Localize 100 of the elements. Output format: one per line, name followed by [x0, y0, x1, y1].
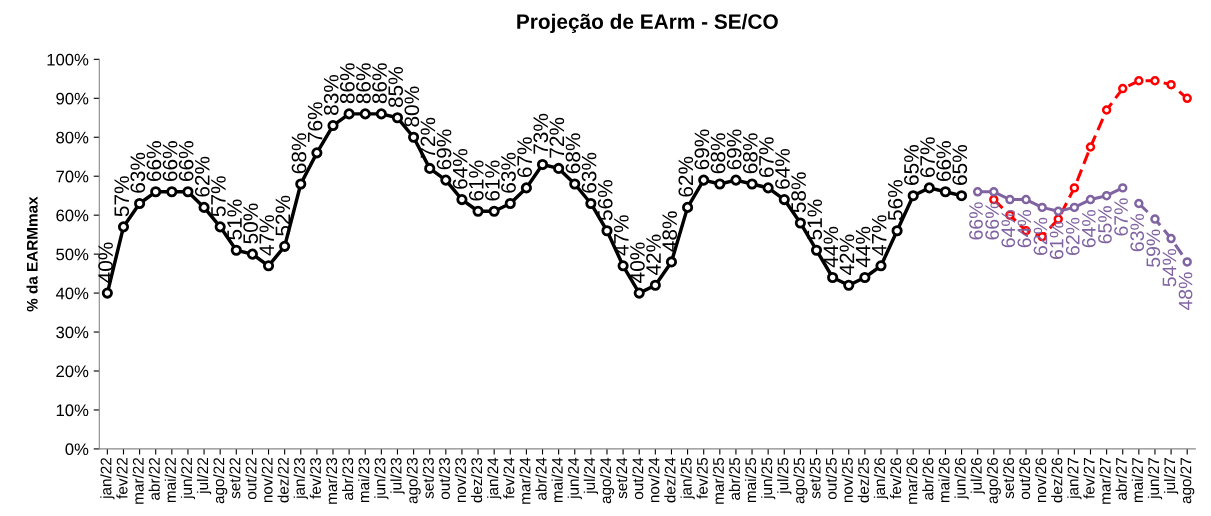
data-label: 48% — [662, 211, 678, 252]
x-tick-label: mar/22 — [132, 458, 144, 504]
point — [279, 240, 291, 252]
x-tick-label: jul/26 — [970, 457, 985, 495]
point — [714, 178, 726, 190]
point — [1069, 183, 1080, 193]
point — [1101, 190, 1112, 201]
data-label: 47% — [614, 215, 629, 256]
x-tick-label: ago/24 — [599, 457, 615, 504]
data-label: 51% — [227, 199, 242, 240]
data-label: 65% — [1098, 206, 1112, 244]
data-label: 86% — [339, 63, 355, 104]
point — [295, 178, 307, 190]
point — [246, 248, 258, 260]
y-tick-label: 100% — [47, 53, 89, 66]
data-label: 68% — [710, 133, 726, 174]
y-tick-label: 40% — [55, 287, 89, 300]
y-tick-label: 90% — [56, 92, 89, 105]
data-label: 58% — [791, 172, 806, 213]
data-label: 66% — [969, 202, 983, 240]
data-label: 86% — [372, 63, 387, 104]
point — [424, 162, 436, 174]
x-tick-label: set/22 — [229, 458, 241, 499]
x-tick-label: abr/23 — [341, 457, 354, 500]
data-label: 69% — [726, 129, 742, 170]
data-label: 62% — [1065, 217, 1080, 256]
data-label: 64% — [452, 148, 468, 189]
x-tick-label: mai/22 — [164, 458, 176, 503]
data-label: 66% — [146, 141, 162, 182]
x-tick-label: mar/23 — [325, 457, 338, 504]
chart-title: Projeção de EArm - SE/CO — [517, 13, 778, 34]
data-label: 50% — [243, 203, 259, 244]
point — [585, 197, 597, 210]
point — [359, 108, 371, 120]
point — [1134, 198, 1144, 209]
point — [746, 178, 758, 190]
y-tick-label: 30% — [56, 326, 89, 339]
point — [198, 201, 210, 213]
data-label: 56% — [597, 180, 613, 221]
x-tick-label: jun/23 — [374, 457, 389, 500]
data-label: 47% — [871, 215, 887, 256]
x-tick-label: jun/24 — [567, 457, 582, 500]
data-label: 64% — [775, 148, 790, 189]
x-tick-label: dez/26 — [1051, 457, 1063, 503]
point — [923, 182, 935, 194]
point — [504, 197, 516, 210]
x-tick-label: mai/24 — [551, 457, 563, 503]
x-tick-label: set/26 — [1002, 457, 1015, 499]
point — [472, 205, 484, 217]
data-label: 42% — [646, 234, 661, 276]
data-label: 66% — [178, 141, 194, 182]
point — [101, 287, 113, 299]
data-label: 57% — [114, 176, 130, 217]
data-label: 61% — [468, 160, 484, 201]
point — [891, 225, 903, 237]
x-tick-label: jun/25 — [761, 457, 776, 500]
data-label: 48% — [1178, 272, 1193, 311]
point — [682, 201, 694, 213]
data-label: 85% — [388, 67, 404, 108]
data-label: 40% — [630, 242, 645, 283]
y-axis-title: % da EARMmax — [26, 196, 38, 312]
x-tick-label: jul/25 — [777, 457, 792, 495]
y-tick-label: 80% — [56, 131, 89, 144]
data-label: 66% — [985, 202, 1000, 240]
x-tick-label: dez/23 — [470, 457, 483, 503]
point — [375, 108, 387, 120]
data-label: 64% — [1017, 210, 1032, 248]
data-label: 62% — [1033, 217, 1048, 256]
point — [1005, 194, 1015, 205]
point — [1118, 83, 1128, 94]
data-label: 72% — [420, 117, 436, 158]
x-tick-label: nov/25 — [841, 457, 853, 503]
x-tick-label: ago/27 — [1180, 458, 1195, 504]
data-label: 64% — [1081, 210, 1096, 248]
point — [1166, 79, 1176, 90]
data-label: 86% — [356, 63, 371, 104]
point — [649, 279, 661, 291]
x-tick-label: jul/23 — [390, 457, 405, 495]
point — [536, 158, 549, 171]
x-tick-label: jan/25 — [680, 457, 695, 500]
point — [488, 205, 500, 217]
point — [391, 112, 404, 124]
x-tick-label: jul/22 — [196, 458, 212, 495]
x-tick-label: jan/26 — [873, 457, 889, 500]
x-tick-label: fev/23 — [309, 457, 321, 499]
point — [1021, 194, 1031, 205]
x-tick-label: fev/26 — [889, 457, 902, 499]
x-tick-label: out/24 — [632, 457, 644, 500]
x-tick-label: ago/23 — [406, 457, 421, 504]
data-label: 66% — [162, 141, 178, 182]
y-tick-label: 60% — [56, 209, 89, 222]
point — [327, 120, 339, 132]
data-label: 80% — [404, 86, 420, 127]
x-tick-label: mai/27 — [1131, 458, 1143, 503]
data-label: 67% — [1114, 198, 1128, 236]
x-tick-label: mar/25 — [712, 457, 724, 504]
data-label: 47% — [259, 215, 275, 256]
x-tick-label: ago/22 — [213, 458, 228, 504]
point — [989, 187, 999, 197]
data-label: 65% — [952, 145, 968, 185]
